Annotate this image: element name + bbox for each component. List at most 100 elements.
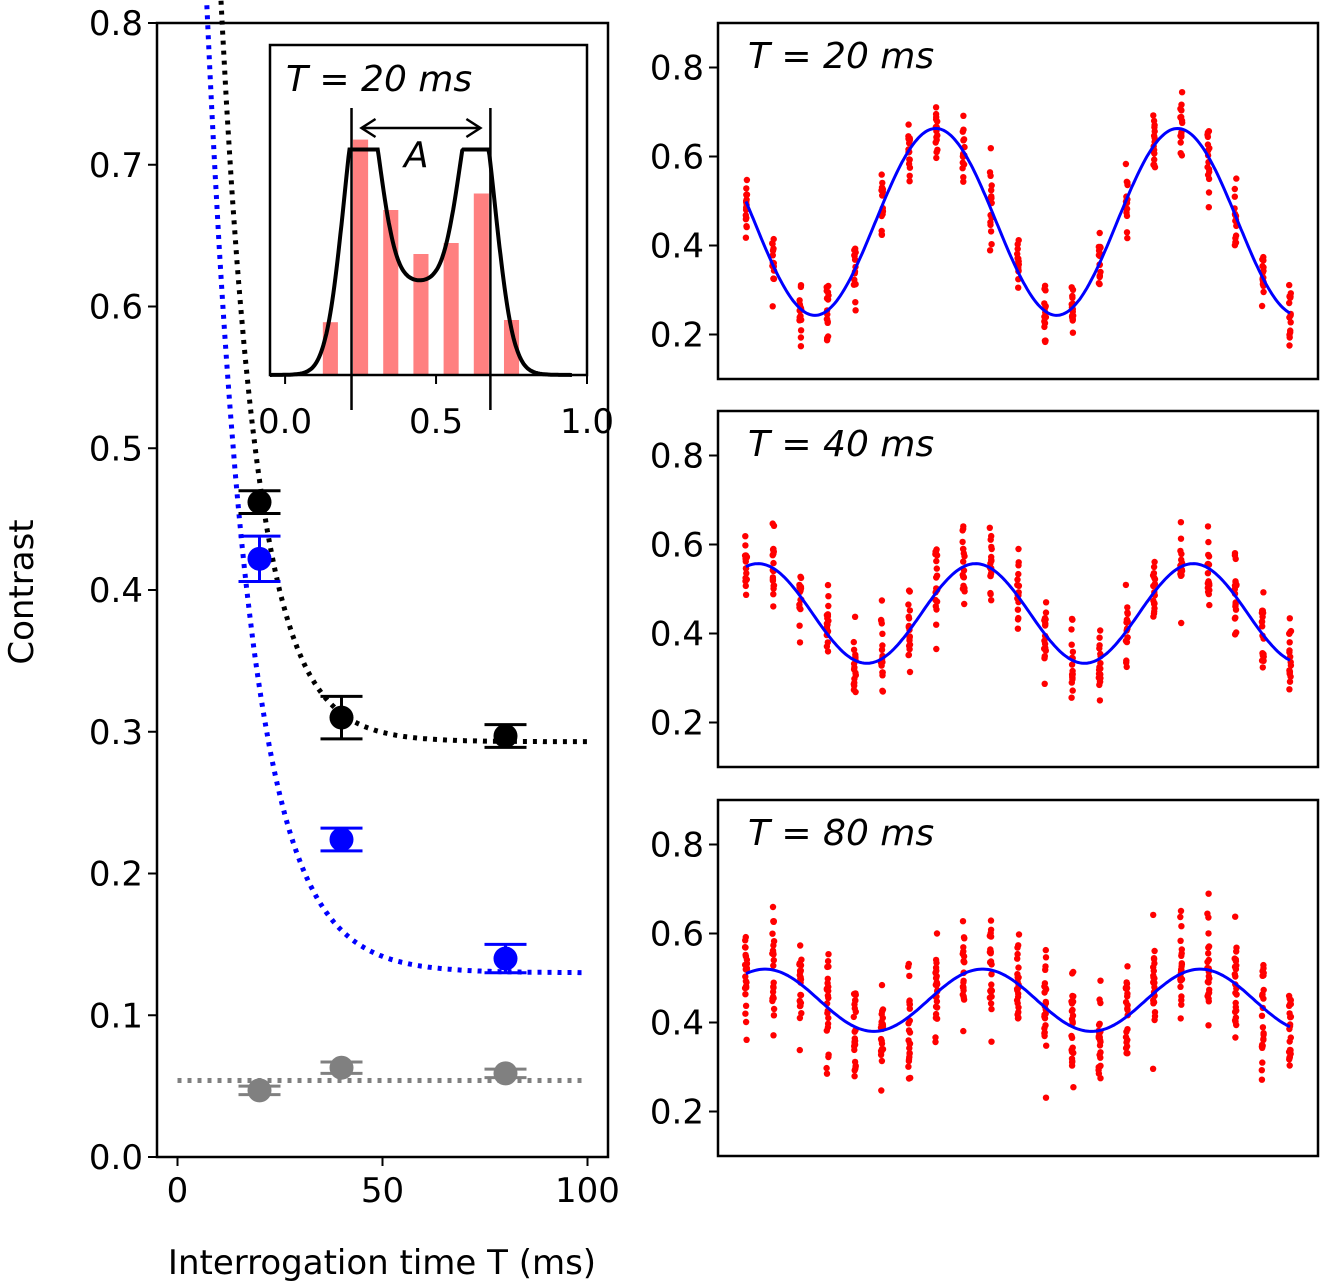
data-point-black <box>493 724 518 749</box>
osc-80-data-point <box>851 1035 858 1042</box>
data-point-gray <box>329 1055 354 1080</box>
osc-40-data-point <box>1206 601 1213 609</box>
osc-80-data-point <box>824 992 832 999</box>
osc-40-data-point <box>1286 670 1293 677</box>
osc-40-data-point <box>1149 572 1157 579</box>
osc-80-data-point <box>1259 1059 1266 1066</box>
osc-80-data-point <box>743 956 751 963</box>
osc-80-data-point <box>1150 997 1157 1004</box>
osc-80-data-point <box>742 1018 750 1026</box>
osc-20-data-point <box>933 154 940 162</box>
osc-80-data-point <box>769 988 777 996</box>
osc-80-data-point <box>1232 989 1239 997</box>
osc-20-data-point <box>1095 251 1103 259</box>
osc-40-data-point <box>960 525 967 533</box>
osc-80-data-point <box>878 981 886 989</box>
osc-80-data-point <box>1260 1035 1267 1043</box>
osc-40-data-point <box>877 616 885 624</box>
osc-20-data-point <box>988 182 995 189</box>
osc-40-data-point <box>1150 613 1157 620</box>
osc-80-data-point <box>932 1038 939 1046</box>
osc-80-data-point <box>1204 910 1211 917</box>
osc-80-y-tick-label: 0.4 <box>650 1004 704 1044</box>
osc-80-data-point <box>1232 973 1239 980</box>
osc-80-data-point <box>1233 1007 1240 1014</box>
osc-20-data-point <box>1259 262 1266 270</box>
osc-20-data-point <box>1122 160 1130 168</box>
osc-40-data-point <box>1095 666 1103 674</box>
osc-80-data-point <box>906 972 913 980</box>
osc-40-y-tick-label: 0.6 <box>650 526 704 566</box>
osc-40-data-point <box>1122 581 1130 589</box>
osc-20-data-point <box>796 297 803 304</box>
osc-80-data-point <box>742 951 749 959</box>
osc-40-data-point <box>959 538 966 546</box>
osc-40-data-point <box>1177 547 1184 555</box>
osc-20-data-point <box>797 343 805 350</box>
osc-80-data-point <box>1123 985 1130 992</box>
osc-80-data-point <box>796 1014 804 1022</box>
osc-20-data-point <box>905 121 912 128</box>
osc-20-data-point <box>1069 286 1077 293</box>
osc-80-data-point <box>1015 942 1022 949</box>
osc-80-data-point <box>933 930 941 937</box>
osc-80-data-point <box>960 948 967 955</box>
osc-80-data-point <box>1151 984 1158 991</box>
inset-width-arrow <box>359 117 483 139</box>
osc-20-data-point <box>1286 334 1293 341</box>
osc-80-data-point <box>988 971 995 978</box>
osc-80-data-point <box>824 1020 832 1027</box>
inset-x-tick-label: 1.0 <box>560 402 614 442</box>
osc-80-data-point <box>742 944 749 951</box>
inset-x-tick-label: 0.5 <box>409 402 463 442</box>
osc-80-data-point <box>850 1013 857 1021</box>
osc-20-data-point <box>1286 299 1293 307</box>
osc-20-data-point <box>797 282 805 289</box>
osc-40-data-point <box>1124 604 1131 611</box>
osc-20-data-point <box>906 136 913 144</box>
osc-80-fit-curve <box>745 967 1291 1033</box>
osc-20-data-point <box>852 299 859 306</box>
osc-20-data-point <box>878 171 885 178</box>
osc-80-data-point <box>770 1032 777 1039</box>
data-point-blue <box>329 827 354 852</box>
osc-80-data-point <box>961 935 968 942</box>
osc-80-data-point <box>1097 999 1104 1007</box>
osc-40-data-point <box>770 603 777 610</box>
osc-80-data-point <box>1042 954 1050 961</box>
osc-80-data-point <box>743 1036 750 1044</box>
osc-80-data-point <box>852 997 859 1004</box>
osc-80-data-point <box>1177 907 1185 915</box>
osc-20-data-point <box>988 193 995 200</box>
osc-40-data-point <box>742 533 749 540</box>
osc-80-data-point <box>769 903 777 911</box>
osc-20-data-point <box>1287 319 1294 326</box>
inset-histogram-bar <box>503 320 520 375</box>
osc-40-data-point <box>1178 619 1185 627</box>
osc-80-data-point <box>986 948 994 956</box>
inset-histogram-bar <box>443 243 459 375</box>
osc-80-data-point <box>1232 956 1240 963</box>
osc-40-data-point <box>769 575 777 583</box>
osc-80-data-point <box>1177 977 1184 984</box>
osc-80-data-point <box>1122 1044 1130 1052</box>
osc-80-data-point <box>1149 1065 1157 1073</box>
osc-80-data-point <box>1178 993 1185 1000</box>
osc-80-data-point <box>1095 1066 1102 1074</box>
osc-40-data-point <box>1068 694 1075 701</box>
osc-80-data-point <box>1259 972 1266 979</box>
osc-20-y-tick-label: 0.8 <box>650 49 704 89</box>
osc-80-data-point <box>1286 1025 1293 1033</box>
inset-arrow-head-right <box>465 117 483 139</box>
osc-80-data-point <box>1178 946 1186 953</box>
osc-80-data-point <box>1015 1014 1022 1021</box>
osc-80-data-point <box>933 1004 941 1011</box>
osc-40-data-point <box>743 570 750 577</box>
osc-20-data-point <box>1287 329 1294 336</box>
osc-20-data-point <box>1287 294 1294 301</box>
osc-80-data-point <box>932 956 940 964</box>
osc-80-data-point <box>743 979 750 986</box>
osc-40-data-point <box>879 669 886 676</box>
osc-80-y-tick-label: 0.2 <box>650 1093 704 1133</box>
osc-80-data-point <box>1177 983 1184 990</box>
